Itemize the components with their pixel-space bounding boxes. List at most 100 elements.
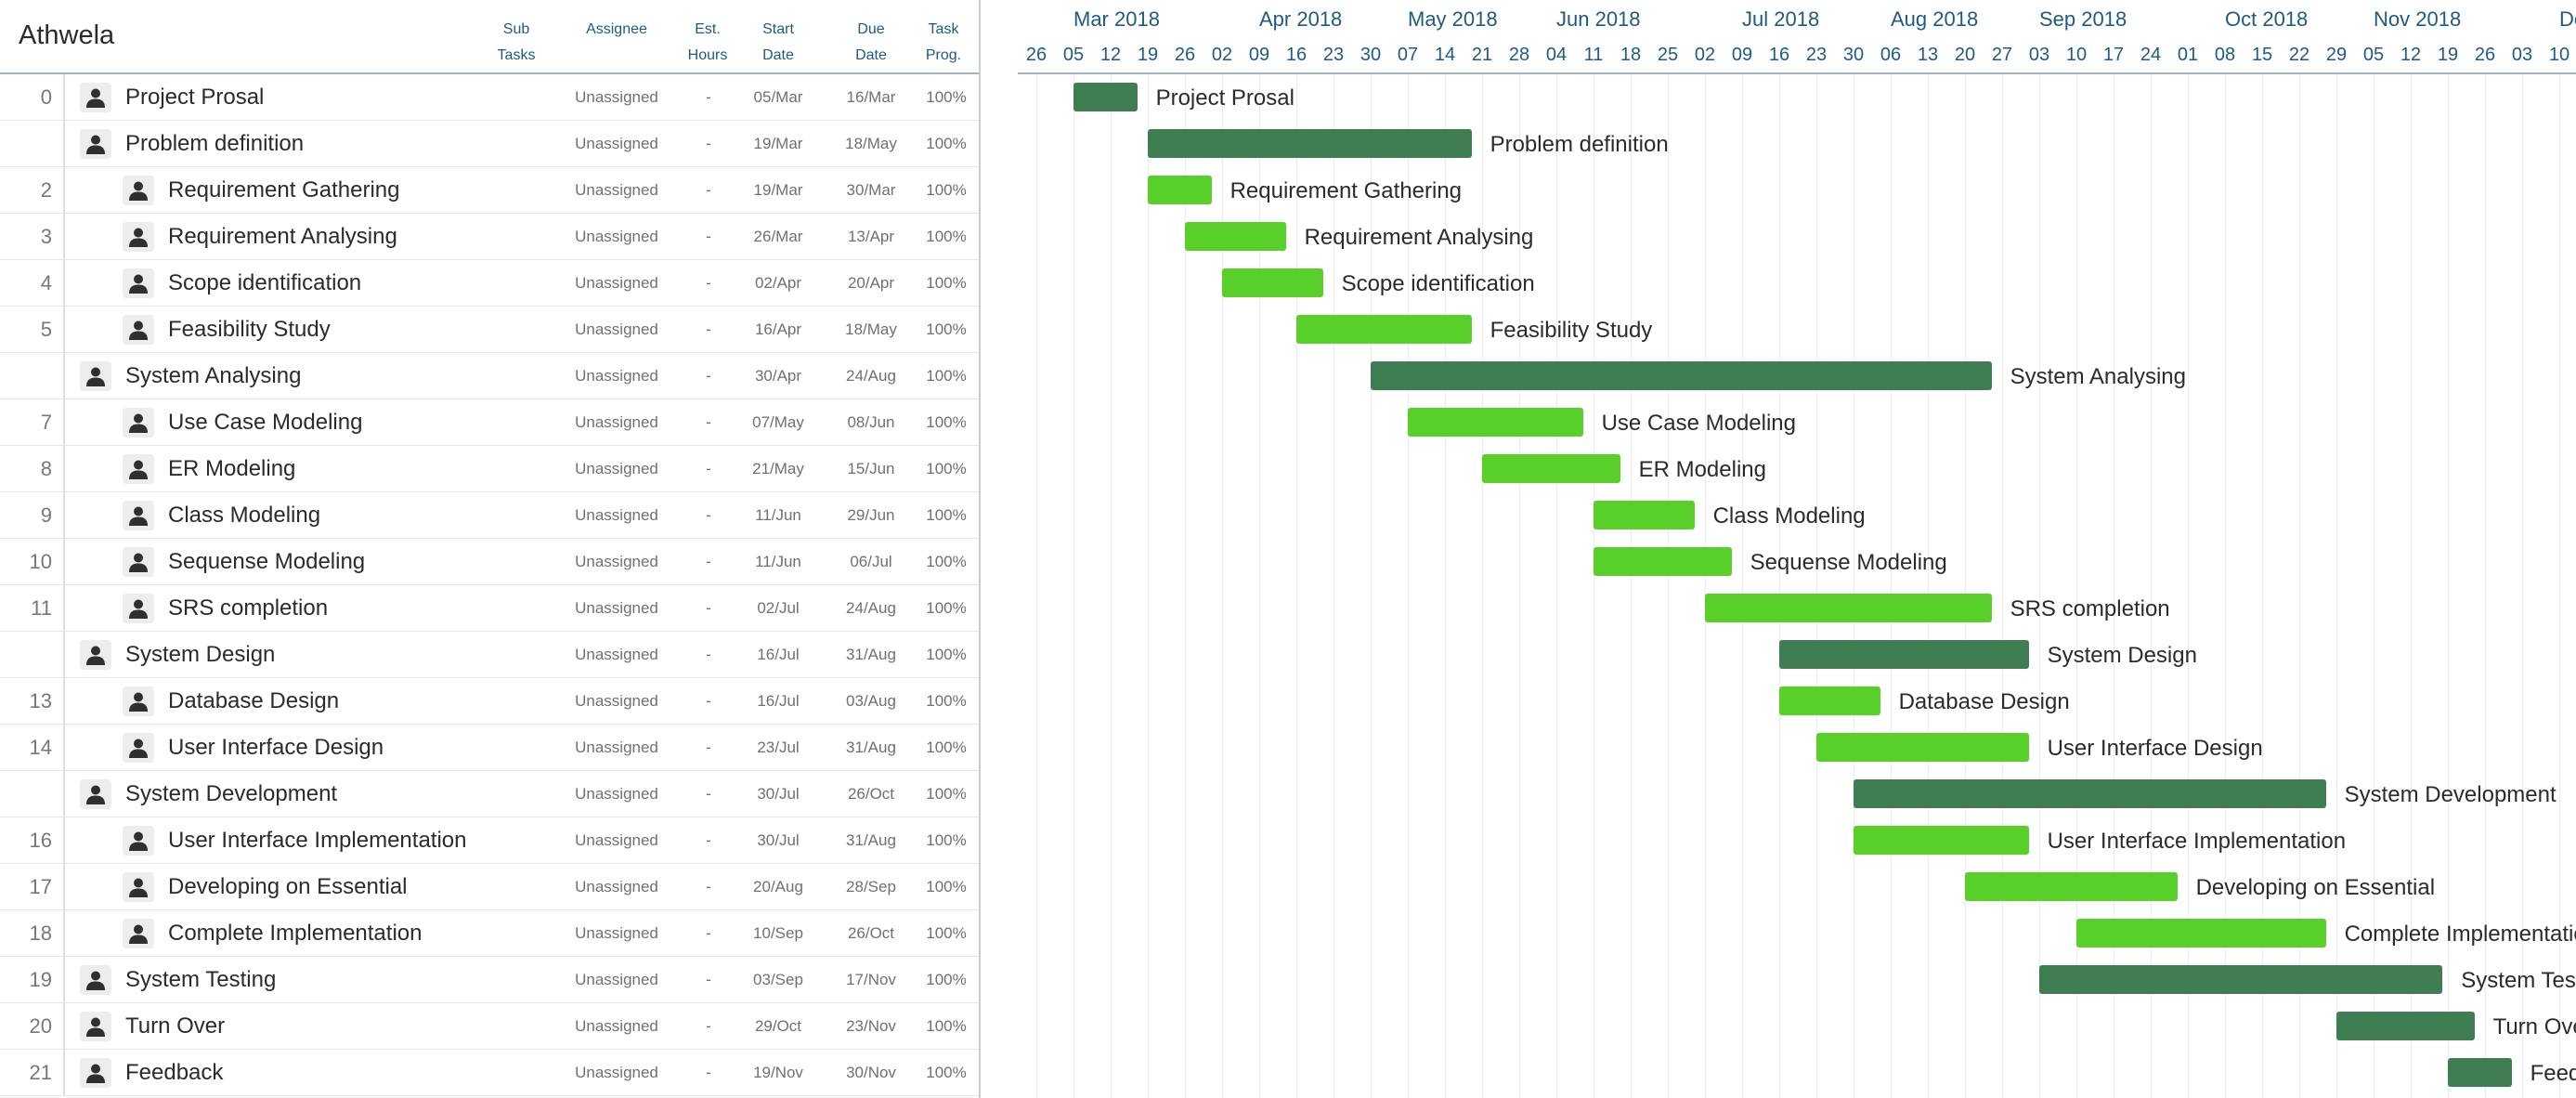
task-progress[interactable]: 100%	[926, 135, 967, 152]
task-due-date[interactable]: 18/May	[845, 320, 897, 338]
task-assignee[interactable]: Unassigned	[575, 924, 658, 942]
task-due-date[interactable]: 16/Mar	[846, 88, 896, 106]
task-name[interactable]: User Interface Design	[168, 735, 384, 760]
task-progress[interactable]: 100%	[926, 320, 967, 338]
user-avatar-icon[interactable]	[123, 408, 154, 438]
user-avatar-icon[interactable]	[123, 547, 154, 577]
task-start-date[interactable]: 07/May	[752, 413, 804, 431]
task-progress[interactable]: 100%	[926, 228, 967, 245]
task-est-hours[interactable]: -	[706, 88, 711, 106]
task-est-hours[interactable]: -	[706, 831, 711, 849]
task-assignee[interactable]: Unassigned	[575, 1064, 658, 1081]
task-start-date[interactable]: 23/Jul	[757, 739, 800, 756]
task-start-date[interactable]: 11/Jun	[755, 553, 801, 570]
table-row[interactable]: 2 Requirement Gathering Unassigned - 19/Mar 3…	[0, 167, 979, 214]
task-due-date[interactable]: 31/Aug	[846, 739, 896, 756]
task-due-date[interactable]: 18/May	[845, 135, 897, 152]
task-start-date[interactable]: 16/Jul	[757, 692, 800, 710]
task-start-date[interactable]: 11/Jun	[755, 506, 801, 524]
task-bar[interactable]	[1816, 733, 2029, 762]
user-avatar-icon[interactable]	[123, 872, 154, 902]
task-name[interactable]: System Development	[125, 781, 338, 806]
task-name[interactable]: System Analysing	[125, 363, 302, 388]
column-header-subtasks[interactable]: Sub Tasks	[497, 21, 536, 63]
task-progress[interactable]: 100%	[926, 460, 967, 477]
table-row[interactable]: 8 ER Modeling Unassigned - 21/May 15/Jun 100%	[0, 446, 979, 492]
task-assignee[interactable]: Unassigned	[575, 739, 658, 756]
task-progress[interactable]: 100%	[926, 831, 967, 849]
task-bar[interactable]	[2336, 1012, 2475, 1040]
task-name[interactable]: SRS completion	[168, 595, 329, 621]
column-header-assignee[interactable]: Assignee	[586, 21, 647, 37]
task-progress[interactable]: 100%	[926, 1017, 967, 1035]
task-progress[interactable]: 100%	[926, 646, 967, 663]
table-row[interactable]: 0 Project Prosal Unassigned - 05/Mar 16/Mar 10…	[0, 74, 979, 121]
user-avatar-icon[interactable]	[123, 594, 154, 623]
task-progress[interactable]: 100%	[926, 599, 967, 617]
task-bar[interactable]	[1371, 361, 1992, 390]
task-start-date[interactable]: 26/Mar	[753, 228, 803, 245]
task-progress[interactable]: 100%	[926, 88, 967, 106]
task-bar[interactable]	[1779, 686, 1880, 715]
task-assignee[interactable]: Unassigned	[575, 181, 658, 199]
task-due-date[interactable]: 30/Mar	[846, 181, 896, 199]
table-row[interactable]: 10 Sequense Modeling Unassigned - 11/Jun 06/J…	[0, 539, 979, 585]
task-name[interactable]: Database Design	[168, 688, 340, 713]
task-progress[interactable]: 100%	[926, 971, 967, 988]
task-assignee[interactable]: Unassigned	[575, 506, 658, 524]
task-assignee[interactable]: Unassigned	[575, 971, 658, 988]
task-bar[interactable]	[1222, 268, 1323, 297]
task-est-hours[interactable]: -	[706, 367, 711, 385]
task-name[interactable]: Developing on Essential	[168, 874, 408, 899]
task-due-date[interactable]: 26/Oct	[847, 785, 895, 803]
task-start-date[interactable]: 05/Mar	[753, 88, 803, 106]
task-progress[interactable]: 100%	[926, 274, 967, 292]
task-bar[interactable]	[1854, 826, 2029, 855]
user-avatar-icon[interactable]	[123, 733, 154, 763]
task-due-date[interactable]: 31/Aug	[846, 831, 896, 849]
task-bar[interactable]	[1073, 83, 1138, 111]
user-avatar-icon[interactable]	[123, 268, 154, 298]
table-row[interactable]: System Design Unassigned - 16/Jul 31/Aug 100%	[0, 632, 979, 678]
user-avatar-icon[interactable]	[123, 686, 154, 716]
user-avatar-icon[interactable]	[123, 176, 154, 205]
table-row[interactable]: System Development Unassigned - 30/Jul 26/Oc…	[0, 771, 979, 817]
task-progress[interactable]: 100%	[926, 924, 967, 942]
task-start-date[interactable]: 19/Nov	[753, 1064, 803, 1081]
table-row[interactable]: 9 Class Modeling Unassigned - 11/Jun 29/Jun 10…	[0, 492, 979, 539]
user-avatar-icon[interactable]	[80, 640, 111, 670]
task-assignee[interactable]: Unassigned	[575, 88, 658, 106]
table-row[interactable]: 11 SRS completion Unassigned - 02/Jul 24/Aug 1…	[0, 585, 979, 632]
task-bar[interactable]	[2448, 1058, 2512, 1087]
task-name[interactable]: User Interface Implementation	[168, 828, 467, 853]
user-avatar-icon[interactable]	[80, 129, 111, 159]
task-start-date[interactable]: 02/Jul	[757, 599, 800, 617]
task-est-hours[interactable]: -	[706, 924, 711, 942]
task-name[interactable]: Use Case Modeling	[168, 410, 363, 435]
task-name[interactable]: ER Modeling	[168, 456, 296, 481]
task-due-date[interactable]: 24/Aug	[846, 599, 896, 617]
task-start-date[interactable]: 02/Apr	[754, 274, 802, 292]
table-row[interactable]: Problem definition Unassigned - 19/Mar 18/Ma…	[0, 121, 979, 167]
task-start-date[interactable]: 21/May	[752, 460, 804, 477]
task-start-date[interactable]: 19/Mar	[753, 135, 803, 152]
task-due-date[interactable]: 28/Sep	[846, 878, 896, 895]
table-row[interactable]: 5 Feasibility Study Unassigned - 16/Apr 18/Ma…	[0, 307, 979, 353]
task-start-date[interactable]: 16/Apr	[754, 320, 802, 338]
task-progress[interactable]: 100%	[926, 692, 967, 710]
user-avatar-icon[interactable]	[80, 1058, 111, 1088]
task-progress[interactable]: 100%	[926, 413, 967, 431]
task-bar[interactable]	[1408, 408, 1583, 437]
task-progress[interactable]: 100%	[926, 367, 967, 385]
task-assignee[interactable]: Unassigned	[575, 135, 658, 152]
task-bar[interactable]	[1148, 176, 1212, 204]
task-est-hours[interactable]: -	[706, 739, 711, 756]
task-est-hours[interactable]: -	[706, 413, 711, 431]
task-bar[interactable]	[1594, 501, 1695, 529]
task-bar[interactable]	[2039, 965, 2443, 994]
task-assignee[interactable]: Unassigned	[575, 646, 658, 663]
table-row[interactable]: 16 User Interface Implementation Unassigne…	[0, 817, 979, 864]
table-row[interactable]: System Analysing Unassigned - 30/Apr 24/Aug 1…	[0, 353, 979, 399]
task-name[interactable]: Complete Implementation	[168, 921, 423, 946]
task-est-hours[interactable]: -	[706, 320, 711, 338]
